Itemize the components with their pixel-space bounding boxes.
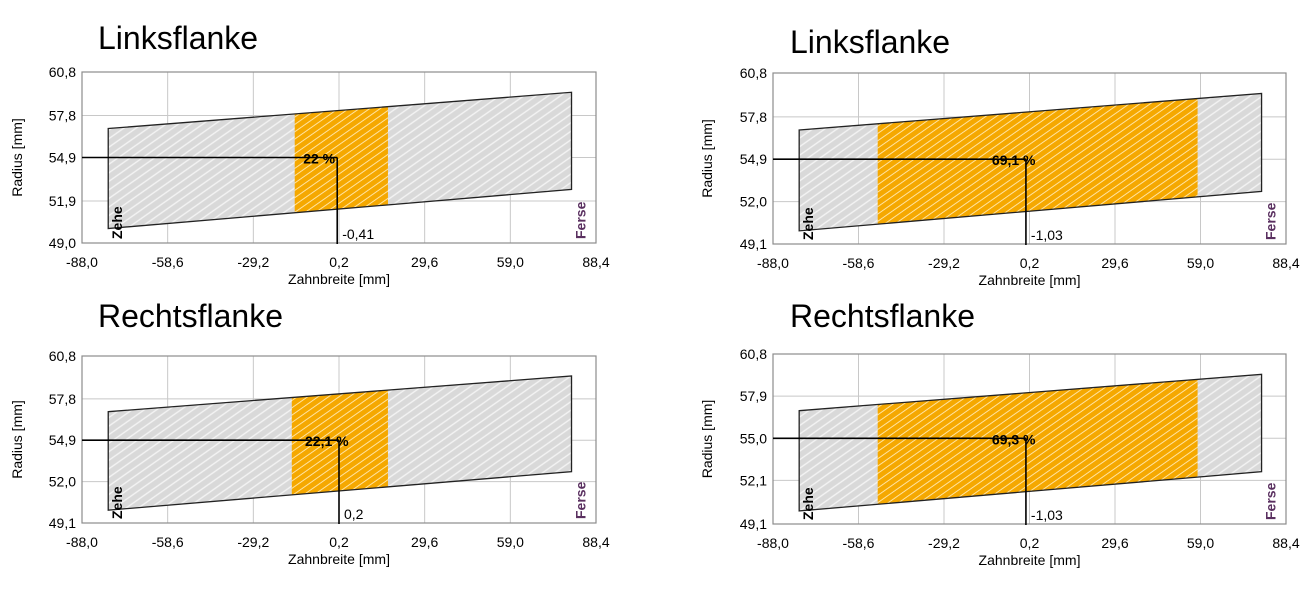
x-tick-label: -88,0 bbox=[757, 255, 789, 271]
y-tick-label: 49,1 bbox=[49, 515, 76, 531]
y-tick-label: 52,0 bbox=[49, 474, 76, 490]
x-tick-label: -88,0 bbox=[757, 535, 789, 551]
y-tick-label: 57,8 bbox=[49, 391, 76, 407]
y-tick-label: 54,9 bbox=[49, 150, 76, 166]
x-tick-label: 0,2 bbox=[1020, 255, 1040, 271]
x-tick-label: -58,6 bbox=[843, 255, 875, 271]
y-tick-label: 51,9 bbox=[49, 193, 76, 209]
contact-percent-label: 22 % bbox=[303, 151, 335, 167]
heel-label: Ferse bbox=[573, 481, 589, 519]
x-axis-label: Zahnbreite [mm] bbox=[979, 272, 1081, 288]
heel-label: Ferse bbox=[1263, 482, 1279, 520]
x-tick-label: -29,2 bbox=[237, 534, 269, 550]
contact-percent-label: 69,3 % bbox=[992, 431, 1036, 447]
x-axis-label: Zahnbreite [mm] bbox=[288, 271, 390, 287]
x-tick-label: 0,2 bbox=[329, 254, 349, 270]
y-tick-label: 55,0 bbox=[740, 430, 767, 446]
y-tick-label: 49,1 bbox=[740, 516, 767, 532]
x-tick-label: 88,4 bbox=[1272, 535, 1299, 551]
center-x-value-label: -1,03 bbox=[1031, 507, 1063, 523]
x-tick-label: 88,4 bbox=[582, 534, 609, 550]
contact-pattern-chart: 22,1 % 0,2 Zehe Ferse 60,8 57,8 54,9 52,0 49,1 -8… bbox=[9, 348, 610, 567]
toe-label: Zehe bbox=[109, 206, 125, 239]
tooth-outline bbox=[798, 92, 1263, 232]
x-tick-label: 29,6 bbox=[411, 534, 438, 550]
tooth-outline bbox=[107, 91, 573, 230]
x-tick-label: -58,6 bbox=[152, 254, 184, 270]
x-tick-label: 29,6 bbox=[1101, 255, 1128, 271]
contact-pattern-chart: 69,3 % -1,03 Zehe Ferse 60,8 57,9 55,0 52,1 49,1… bbox=[699, 346, 1300, 568]
contact-pattern-chart: 22 % -0,41 Zehe Ferse 60,8 57,8 54,9 51,9 49,0 -8… bbox=[9, 64, 610, 287]
tooth-outline bbox=[798, 373, 1263, 512]
x-tick-label: -58,6 bbox=[843, 535, 875, 551]
x-tick-label: -29,2 bbox=[928, 255, 960, 271]
toe-label: Zehe bbox=[109, 486, 125, 519]
x-tick-label: -88,0 bbox=[66, 254, 98, 270]
y-tick-label: 60,8 bbox=[49, 64, 76, 80]
contact-percent-label: 22,1 % bbox=[305, 433, 349, 449]
x-tick-label: 88,4 bbox=[1272, 255, 1299, 271]
x-tick-label: -88,0 bbox=[66, 534, 98, 550]
y-axis-label: Radius [mm] bbox=[9, 118, 25, 197]
y-tick-label: 60,8 bbox=[740, 346, 767, 362]
y-tick-label: 57,9 bbox=[740, 388, 767, 404]
x-tick-label: 0,2 bbox=[1020, 535, 1040, 551]
tooth-outline bbox=[107, 375, 573, 511]
y-tick-label: 52,1 bbox=[740, 472, 767, 488]
x-axis-label: Zahnbreite [mm] bbox=[979, 552, 1081, 568]
x-tick-label: 59,0 bbox=[497, 534, 524, 550]
y-tick-label: 54,9 bbox=[49, 432, 76, 448]
center-x-value-label: -1,03 bbox=[1031, 227, 1063, 243]
x-tick-label: 59,0 bbox=[497, 254, 524, 270]
y-axis-label: Radius [mm] bbox=[9, 400, 25, 479]
y-axis-label: Radius [mm] bbox=[699, 400, 715, 479]
chart-title: Rechtsflanke bbox=[790, 298, 975, 334]
x-tick-label: 59,0 bbox=[1187, 535, 1214, 551]
toe-label: Zehe bbox=[800, 487, 816, 520]
y-tick-label: 57,8 bbox=[740, 109, 767, 125]
center-x-value-label: -0,41 bbox=[342, 226, 374, 242]
contact-percent-label: 69,1 % bbox=[992, 152, 1036, 168]
y-tick-label: 52,0 bbox=[740, 194, 767, 210]
center-x-value-label: 0,2 bbox=[344, 506, 364, 522]
y-tick-label: 60,8 bbox=[740, 65, 767, 81]
chart-title: Linksflanke bbox=[98, 20, 259, 56]
toe-label: Zehe bbox=[800, 207, 816, 240]
x-tick-label: -29,2 bbox=[237, 254, 269, 270]
x-tick-label: 29,6 bbox=[411, 254, 438, 270]
x-tick-label: 0,2 bbox=[329, 534, 349, 550]
y-axis-label: Radius [mm] bbox=[699, 119, 715, 198]
heel-label: Ferse bbox=[573, 201, 589, 239]
y-tick-label: 49,1 bbox=[740, 236, 767, 252]
chart-title: Rechtsflanke bbox=[98, 298, 283, 334]
y-tick-label: 49,0 bbox=[49, 235, 76, 251]
y-tick-label: 60,8 bbox=[49, 348, 76, 364]
x-tick-label: 29,6 bbox=[1101, 535, 1128, 551]
x-tick-label: -58,6 bbox=[152, 534, 184, 550]
x-tick-label: 59,0 bbox=[1187, 255, 1214, 271]
x-axis-label: Zahnbreite [mm] bbox=[288, 551, 390, 567]
x-tick-label: -29,2 bbox=[928, 535, 960, 551]
x-tick-label: 88,4 bbox=[582, 254, 609, 270]
y-tick-label: 57,8 bbox=[49, 107, 76, 123]
y-tick-label: 54,9 bbox=[740, 151, 767, 167]
contact-pattern-chart: 69,1 % -1,03 Zehe Ferse 60,8 57,8 54,9 52,0 49,1… bbox=[699, 65, 1300, 288]
heel-label: Ferse bbox=[1263, 202, 1279, 240]
chart-title: Linksflanke bbox=[790, 24, 951, 60]
